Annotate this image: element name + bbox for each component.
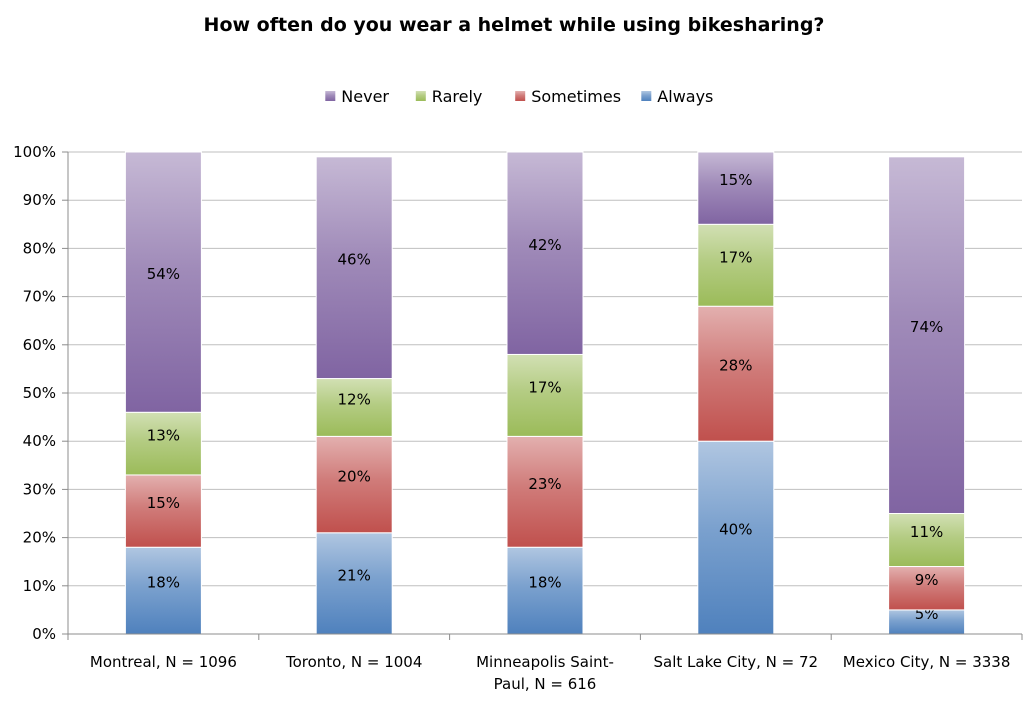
y-tick-label: 60% (23, 336, 56, 354)
x-category-label: Salt Lake City, N = 72 (654, 653, 819, 671)
data-label: 23% (528, 475, 561, 493)
bar-segment-rarely (315, 378, 393, 437)
bar-segment-rarely (888, 513, 966, 568)
bar-segment-always (124, 546, 202, 635)
bar-segment-sometimes (506, 435, 584, 548)
y-tick-label: 50% (23, 384, 56, 402)
legend-item-always: Always (641, 87, 713, 106)
legend-swatch (641, 91, 652, 101)
data-label: 18% (528, 574, 561, 592)
x-category-label: Montreal, N = 1096 (90, 653, 237, 671)
data-label: 21% (338, 566, 371, 584)
data-label: 12% (338, 390, 371, 408)
bar-segment-never (697, 151, 775, 225)
data-label: 15% (147, 494, 180, 512)
bar-segment-rarely (697, 223, 775, 307)
data-label: 17% (719, 248, 752, 266)
legend-item-rarely: Rarely (415, 87, 483, 106)
y-tick-label: 80% (23, 239, 56, 257)
bar-segment-never (888, 156, 966, 514)
bar-segment-always (506, 546, 584, 635)
bars: 18% 15% 13% 54% 21% 20% 12% 46% 18% 23% 17% 42% 40% 2… (124, 151, 966, 635)
legend-swatch (415, 91, 426, 101)
y-tick-label: 20% (23, 529, 56, 547)
bar-segment-sometimes (124, 474, 202, 548)
legend-label: Always (657, 87, 713, 106)
legend-item-never: Never (325, 87, 389, 106)
y-tick-label: 40% (23, 432, 56, 450)
data-label: 54% (147, 265, 180, 283)
data-label: 11% (910, 523, 943, 541)
x-category-label: Toronto, N = 1004 (285, 653, 422, 671)
x-category-label: Mexico City, N = 3338 (843, 653, 1011, 671)
bar-segment-sometimes (315, 435, 393, 534)
data-label: 74% (910, 318, 943, 336)
x-axis: Montreal, N = 1096 Toronto, N = 1004 Minne… (67, 633, 1023, 693)
y-tick-label: 100% (13, 143, 56, 161)
data-label: 9% (915, 571, 939, 589)
bar-segment-never (506, 151, 584, 355)
x-category-label: Minneapolis Saint-Paul, N = 616 (476, 653, 614, 693)
bar-segment-always (697, 440, 775, 635)
legend-label: Sometimes (531, 87, 621, 106)
data-label: 15% (719, 171, 752, 189)
data-label: 20% (338, 468, 371, 486)
legend-swatch (515, 91, 526, 101)
chart-title: How often do you wear a helmet while usi… (204, 14, 825, 36)
legend-label: Rarely (432, 87, 483, 106)
legend: Never Rarely Sometimes Always (325, 87, 713, 106)
data-label: 28% (719, 357, 752, 375)
bar-segment-sometimes (697, 305, 775, 442)
data-label: 42% (528, 236, 561, 254)
legend-label: Never (341, 87, 389, 106)
bar-segment-never (124, 151, 202, 413)
bar-segment-rarely (506, 353, 584, 437)
bar-segment-always (315, 532, 393, 635)
legend-item-sometimes: Sometimes (515, 87, 621, 106)
data-label: 18% (147, 574, 180, 592)
y-tick-label: 70% (23, 288, 56, 306)
bar-segment-never (315, 156, 393, 380)
y-tick-label: 90% (23, 191, 56, 209)
data-label: 46% (338, 251, 371, 269)
y-tick-label: 0% (32, 625, 56, 643)
data-label: 13% (147, 427, 180, 445)
bar-segment-sometimes (888, 566, 966, 611)
data-label: 17% (528, 378, 561, 396)
y-tick-label: 10% (23, 577, 56, 595)
legend-swatch (325, 91, 336, 101)
data-label: 40% (719, 521, 752, 539)
y-tick-label: 30% (23, 480, 56, 498)
y-axis: 0% 10% 20% 30% 40% 50% 60% 70% 80% 90% 100% (13, 143, 69, 643)
